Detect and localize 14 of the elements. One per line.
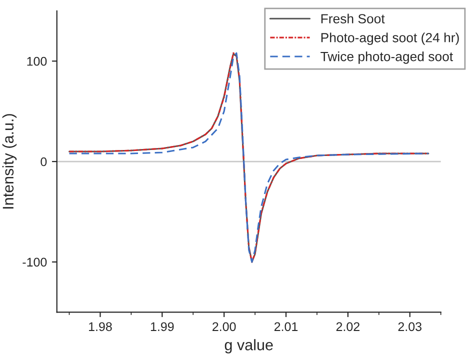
- x-tick-label: 2.03: [398, 322, 422, 332]
- x-tick-label: 1.99: [150, 322, 174, 332]
- x-axis-title: g value: [224, 339, 273, 354]
- x-tick-label: 2.00: [212, 322, 236, 332]
- y-axis-title: Intensity (a.u.): [2, 114, 17, 209]
- y-tick-label: 100: [27, 56, 47, 66]
- legend-label: Twice photo-aged soot: [320, 52, 453, 64]
- y-tick-label: -100: [22, 258, 47, 267]
- x-tick-label: 2.01: [274, 322, 298, 332]
- legend-label: Fresh Soot: [321, 14, 385, 24]
- legend-label: Photo-aged soot (24 hr): [321, 32, 459, 45]
- x-tick-label: 2.02: [336, 322, 360, 332]
- x-tick-label: 1.98: [89, 322, 112, 332]
- y-tick-label: 0: [40, 157, 47, 166]
